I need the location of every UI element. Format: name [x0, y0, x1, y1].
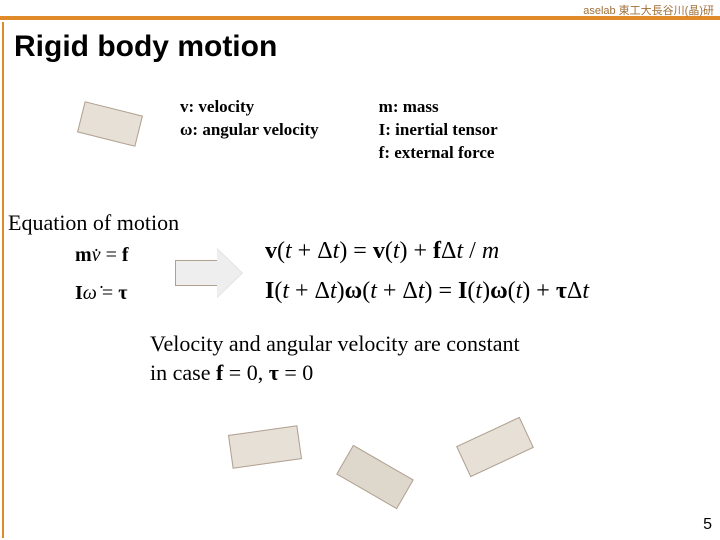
deco-shape	[228, 425, 302, 468]
page-title: Rigid body motion	[14, 30, 277, 64]
deco-shape	[77, 101, 143, 147]
definitions: v: velocityω: angular velocity m: massI:…	[180, 96, 498, 165]
deco-shape	[456, 417, 534, 477]
side-rule	[2, 22, 4, 538]
lab-label: aselab 東工大長谷川(晶)研	[583, 2, 714, 18]
note-line-2: in case f = 0, τ = 0	[150, 359, 520, 388]
equation-small-2: Iω̇ = τ	[75, 282, 127, 305]
equation-section-label: Equation of motion	[8, 210, 179, 236]
note-block: Velocity and angular velocity are consta…	[150, 330, 520, 387]
note-line-1: Velocity and angular velocity are consta…	[150, 330, 520, 359]
header: aselab 東工大長谷川(晶)研	[0, 0, 720, 22]
definitions-left: v: velocityω: angular velocity	[180, 96, 319, 165]
arrow-icon	[175, 248, 245, 298]
deco-shape	[336, 445, 414, 509]
equation-large-1: v(t + Δt) = v(t) + fΔt / m	[265, 238, 499, 265]
definitions-right: m: massI: inertial tensorf: external for…	[379, 96, 498, 165]
page-number: 5	[703, 516, 712, 534]
equation-large-2: I(t + Δt)ω(t + Δt) = I(t)ω(t) + τΔt	[265, 278, 589, 305]
note-math: f = 0, τ = 0	[216, 360, 313, 385]
equation-small-1: mv̇ = f	[75, 244, 129, 267]
